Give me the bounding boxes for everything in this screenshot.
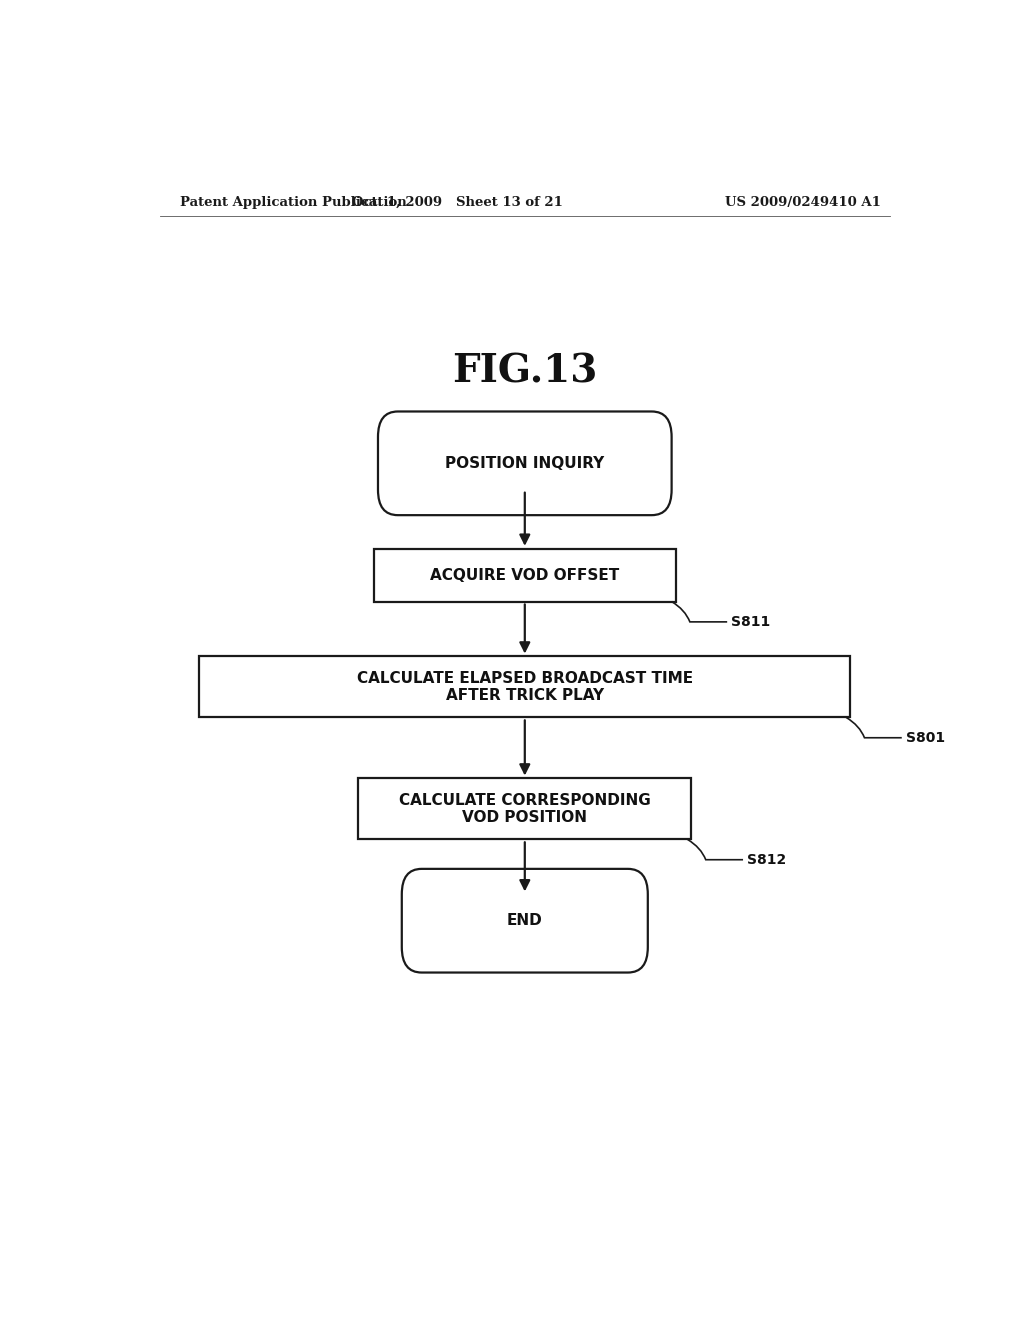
Text: POSITION INQUIRY: POSITION INQUIRY [445, 455, 604, 471]
Text: Oct. 1, 2009   Sheet 13 of 21: Oct. 1, 2009 Sheet 13 of 21 [352, 195, 563, 209]
Text: ACQUIRE VOD OFFSET: ACQUIRE VOD OFFSET [430, 568, 620, 582]
FancyBboxPatch shape [401, 869, 648, 973]
Text: S812: S812 [746, 853, 786, 867]
Text: S811: S811 [731, 615, 770, 628]
Text: S801: S801 [906, 731, 945, 744]
Text: FIG.13: FIG.13 [453, 352, 597, 391]
Text: CALCULATE CORRESPONDING
VOD POSITION: CALCULATE CORRESPONDING VOD POSITION [399, 793, 650, 825]
Bar [200, 656, 850, 718]
Text: CALCULATE ELAPSED BROADCAST TIME
AFTER TRICK PLAY: CALCULATE ELAPSED BROADCAST TIME AFTER T… [356, 671, 693, 704]
Bar [358, 779, 691, 840]
Text: US 2009/0249410 A1: US 2009/0249410 A1 [725, 195, 881, 209]
Text: END: END [507, 913, 543, 928]
Bar [374, 549, 676, 602]
Text: Patent Application Publication: Patent Application Publication [179, 195, 407, 209]
FancyBboxPatch shape [378, 412, 672, 515]
